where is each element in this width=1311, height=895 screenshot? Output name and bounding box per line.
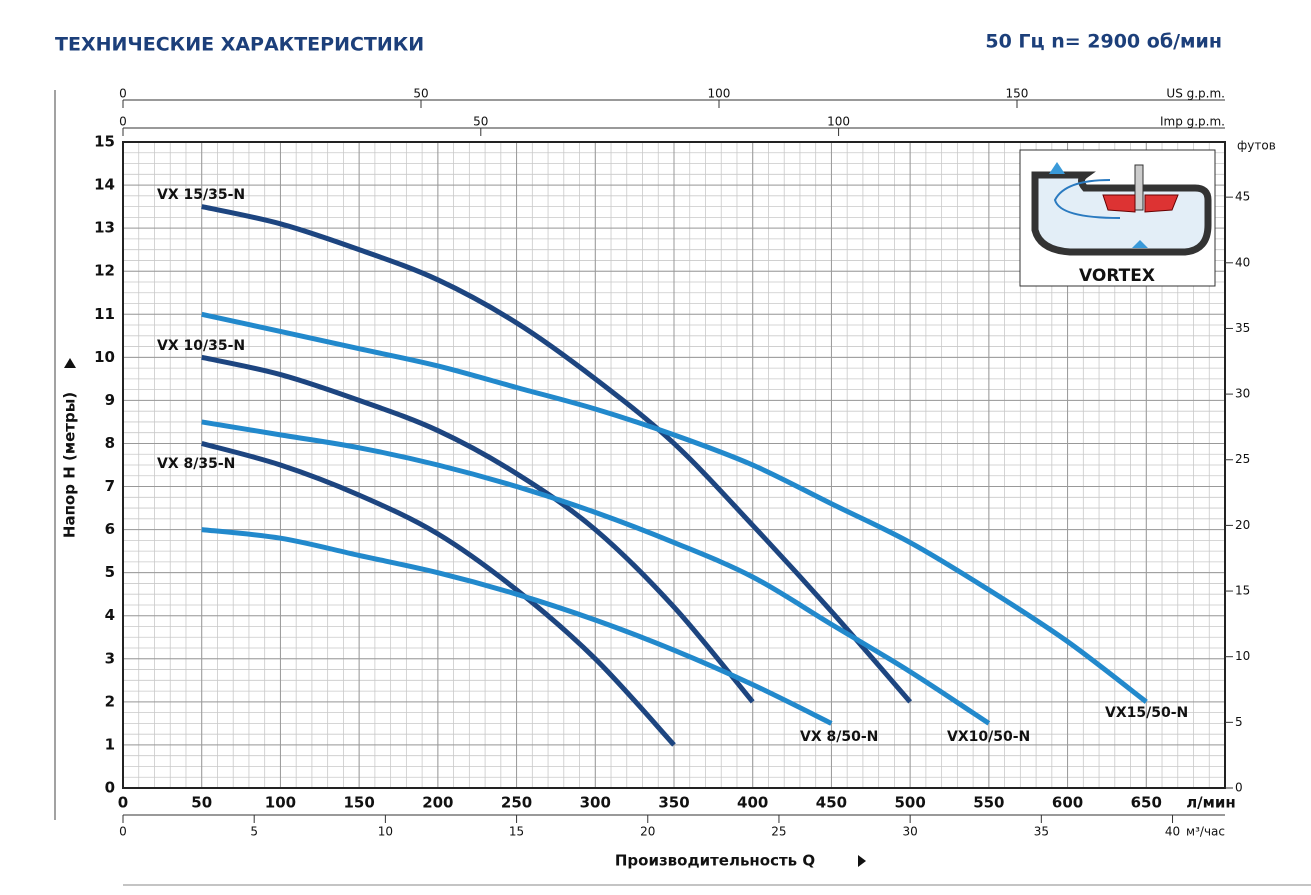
- tick-label: 40: [1235, 255, 1250, 269]
- impeller: [1102, 194, 1179, 213]
- flow: [1053, 179, 1121, 219]
- curve-label: VX10/50-N: [947, 729, 1030, 745]
- curve-label: VX 8/50-N: [800, 729, 878, 745]
- tick-label: 35: [1034, 825, 1049, 839]
- x-tick-label: 0: [118, 794, 128, 812]
- curve-label: VX 8/35-N: [157, 456, 235, 472]
- tick-label: 15: [1235, 584, 1250, 598]
- x-tick-label: 50: [191, 794, 212, 812]
- x-tick-label: 100: [265, 794, 296, 812]
- tick-label: 0: [119, 115, 127, 129]
- y-axis-label: Напор H (метры): [61, 392, 79, 538]
- tick-label: 30: [1235, 387, 1250, 401]
- x-tick-label: 150: [343, 794, 374, 812]
- tick-label: 0: [119, 825, 127, 839]
- tick-label: 20: [1235, 518, 1250, 532]
- tick-label: 20: [640, 825, 655, 839]
- x-tick-label: 650: [1131, 794, 1162, 812]
- y-tick-label: 9: [105, 391, 115, 409]
- curve-label: VX 10/35-N: [157, 338, 245, 354]
- y-tick-label: 0: [105, 779, 115, 797]
- tick-label: 35: [1235, 321, 1250, 335]
- y-tick-label: 15: [94, 133, 115, 151]
- x-tick-label: 350: [658, 794, 689, 812]
- tick-label: 5: [250, 825, 258, 839]
- y-tick-label: 13: [94, 219, 115, 237]
- x-axis-label: Производительность Q: [615, 852, 815, 870]
- arrow: [858, 855, 866, 867]
- plot-border: [122, 141, 1226, 789]
- x-tick-label: 400: [737, 794, 768, 812]
- curve: [201, 527, 833, 726]
- y-tick-label: 4: [105, 606, 115, 624]
- x-tick-label: 600: [1052, 794, 1083, 812]
- x-tick-label: 250: [501, 794, 532, 812]
- y-tick-label: 5: [105, 563, 115, 581]
- tick-label: 10: [378, 825, 393, 839]
- x-tick-label: 500: [894, 794, 925, 812]
- tick-label: 0: [1235, 781, 1243, 795]
- axis-label: US g.p.m.: [1166, 87, 1225, 101]
- flow-arrow: [1049, 162, 1148, 248]
- tick-label: 10: [1235, 649, 1250, 663]
- y-tick-label: 2: [105, 692, 115, 710]
- x-unit-label: л/мин: [1186, 794, 1236, 812]
- y-tick-label: 12: [94, 262, 115, 280]
- tick-label: 25: [771, 825, 786, 839]
- curve: [201, 311, 1148, 704]
- tick-label: 100: [827, 115, 850, 129]
- tick-label: 15: [509, 825, 524, 839]
- y-tick-label: 8: [105, 434, 115, 452]
- pump-body: [1031, 171, 1212, 256]
- curve: [201, 354, 755, 704]
- curve: [201, 441, 676, 747]
- axis-label: Imp g.p.m.: [1160, 115, 1225, 129]
- tick-label: 50: [413, 87, 428, 101]
- arrow: [64, 358, 76, 368]
- tick-label: 45: [1235, 190, 1250, 204]
- tick-label: 100: [708, 87, 731, 101]
- curve: [201, 204, 913, 704]
- y-tick-label: 6: [105, 520, 115, 538]
- tick-label: 0: [119, 87, 127, 101]
- curve: [201, 419, 991, 726]
- inset-label: VORTEX: [1079, 266, 1155, 286]
- tick-label: 40: [1165, 825, 1180, 839]
- curve-label: VX15/50-N: [1105, 705, 1188, 721]
- y-tick-label: 14: [94, 176, 115, 194]
- tick-label: 30: [903, 825, 918, 839]
- curve-label: VX 15/35-N: [157, 187, 245, 203]
- axis-label: м³/час: [1186, 825, 1225, 839]
- tick-label: 5: [1235, 715, 1243, 729]
- tick-label: 150: [1006, 87, 1029, 101]
- chart-title: ТЕХНИЧЕСКИЕ ХАРАКТЕРИСТИКИ: [55, 34, 424, 56]
- x-tick-label: 300: [580, 794, 611, 812]
- x-tick-label: 550: [973, 794, 1004, 812]
- x-tick-label: 200: [422, 794, 453, 812]
- vortex-inset: VORTEX: [1019, 149, 1216, 287]
- y-tick-label: 1: [105, 735, 115, 753]
- shaft: [1134, 164, 1144, 211]
- y-tick-label: 11: [94, 305, 115, 323]
- axis-label: футов: [1237, 139, 1276, 153]
- y-tick-label: 3: [105, 649, 115, 667]
- y-tick-label: 10: [94, 348, 115, 366]
- y-tick-label: 7: [105, 477, 115, 495]
- chart-subtitle: 50 Гц n= 2900 об/мин: [985, 31, 1222, 53]
- tick-label: 50: [473, 115, 488, 129]
- tick-label: 25: [1235, 452, 1250, 466]
- x-tick-label: 450: [816, 794, 847, 812]
